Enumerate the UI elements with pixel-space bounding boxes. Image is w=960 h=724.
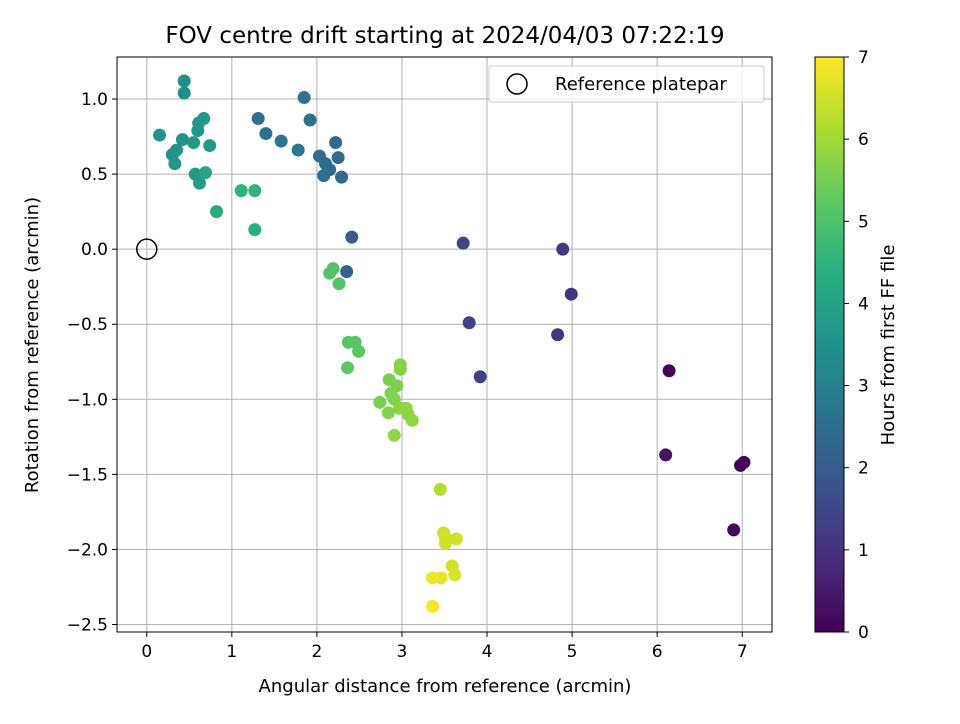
data-point bbox=[297, 91, 311, 105]
data-point bbox=[449, 532, 463, 546]
data-point bbox=[345, 230, 359, 244]
x-axis-label: Angular distance from reference (arcmin) bbox=[259, 676, 632, 697]
data-point bbox=[438, 536, 452, 550]
data-point bbox=[177, 86, 191, 100]
data-point bbox=[473, 370, 487, 384]
legend-box bbox=[488, 65, 765, 103]
data-point bbox=[556, 242, 570, 256]
x-tick-label: 4 bbox=[482, 642, 493, 662]
colorbar-tick-label: 0 bbox=[858, 623, 869, 643]
colorbar-label: Hours from first FF file bbox=[878, 245, 899, 446]
data-point bbox=[291, 143, 305, 157]
legend-label: Reference platepar bbox=[555, 74, 727, 95]
data-point bbox=[659, 448, 673, 462]
colorbar-tick-label: 2 bbox=[858, 459, 869, 479]
legend-marker-icon bbox=[506, 73, 528, 95]
data-point bbox=[393, 362, 407, 376]
data-point bbox=[551, 328, 565, 342]
data-point bbox=[727, 523, 741, 537]
data-point bbox=[303, 113, 317, 127]
data-points bbox=[153, 74, 751, 613]
data-point bbox=[456, 236, 470, 250]
data-point bbox=[326, 262, 340, 276]
y-tick-label: −0.5 bbox=[67, 315, 108, 335]
x-tick-label: 5 bbox=[567, 642, 578, 662]
data-point bbox=[248, 223, 262, 237]
data-point bbox=[352, 344, 366, 358]
data-point bbox=[193, 176, 207, 190]
y-tick-label: 0.0 bbox=[81, 240, 108, 260]
colorbar-tick-label: 5 bbox=[858, 212, 869, 232]
data-point bbox=[323, 163, 337, 177]
colorbar-tick-label: 3 bbox=[858, 377, 869, 397]
data-point bbox=[390, 379, 404, 393]
x-axis-ticks: 0 1 2 3 4 5 6 7 bbox=[141, 632, 748, 662]
data-point bbox=[662, 364, 676, 378]
data-point bbox=[187, 136, 201, 150]
data-point bbox=[405, 413, 419, 427]
data-point bbox=[426, 599, 440, 613]
data-point bbox=[153, 128, 167, 142]
x-tick-label: 1 bbox=[226, 642, 237, 662]
y-tick-label: −2.5 bbox=[67, 615, 108, 635]
y-tick-label: 0.5 bbox=[81, 165, 108, 185]
x-tick-label: 2 bbox=[311, 642, 322, 662]
data-point bbox=[234, 184, 248, 198]
data-point bbox=[331, 151, 345, 165]
data-point bbox=[373, 395, 387, 409]
y-tick-label: 1.0 bbox=[81, 90, 108, 110]
colorbar-tick-label: 1 bbox=[858, 541, 869, 561]
x-tick-label: 3 bbox=[397, 642, 408, 662]
data-point bbox=[203, 139, 217, 153]
data-point bbox=[329, 136, 343, 150]
data-point bbox=[177, 74, 191, 88]
y-axis-ticks: −2.5 −2.0 −1.5 −1.0 −0.5 0.0 0.5 1.0 bbox=[67, 90, 117, 635]
data-point bbox=[737, 455, 751, 469]
reference-platepar-marker bbox=[136, 238, 158, 260]
data-point bbox=[248, 184, 262, 198]
data-point bbox=[381, 406, 395, 420]
x-tick-label: 6 bbox=[652, 642, 663, 662]
colorbar-ticks: 0 1 2 3 4 5 6 7 bbox=[844, 48, 869, 643]
data-point bbox=[198, 166, 212, 180]
plot-frame bbox=[116, 56, 773, 633]
x-tick-label: 0 bbox=[141, 642, 152, 662]
grid-lines bbox=[117, 57, 772, 632]
data-point bbox=[274, 134, 288, 148]
data-point bbox=[168, 157, 182, 171]
legend: Reference platepar bbox=[488, 65, 765, 103]
data-point bbox=[340, 265, 354, 279]
y-tick-label: −2.0 bbox=[67, 540, 108, 560]
data-point bbox=[332, 277, 346, 291]
colorbar bbox=[814, 56, 845, 633]
colorbar-tick-label: 4 bbox=[858, 294, 869, 314]
data-point bbox=[335, 170, 349, 184]
data-point bbox=[259, 127, 273, 141]
y-axis-label: Rotation from reference (arcmin) bbox=[22, 197, 43, 493]
chart-title: FOV centre drift starting at 2024/04/03 … bbox=[165, 23, 724, 49]
data-point bbox=[176, 133, 189, 147]
data-point bbox=[251, 112, 265, 126]
data-point bbox=[170, 143, 184, 157]
data-point bbox=[433, 482, 447, 496]
data-point bbox=[387, 428, 401, 442]
data-point bbox=[462, 316, 476, 330]
data-point bbox=[426, 571, 440, 585]
x-tick-label: 7 bbox=[737, 642, 748, 662]
data-point bbox=[210, 205, 224, 219]
reference-marker-group bbox=[136, 238, 158, 260]
y-tick-label: −1.0 bbox=[67, 390, 108, 410]
colorbar-tick-label: 6 bbox=[858, 130, 869, 150]
colorbar-tick-label: 7 bbox=[858, 48, 869, 68]
data-point bbox=[341, 361, 355, 375]
data-point bbox=[197, 112, 211, 126]
data-point bbox=[564, 287, 578, 301]
data-point bbox=[448, 568, 462, 582]
y-tick-label: −1.5 bbox=[67, 465, 108, 485]
